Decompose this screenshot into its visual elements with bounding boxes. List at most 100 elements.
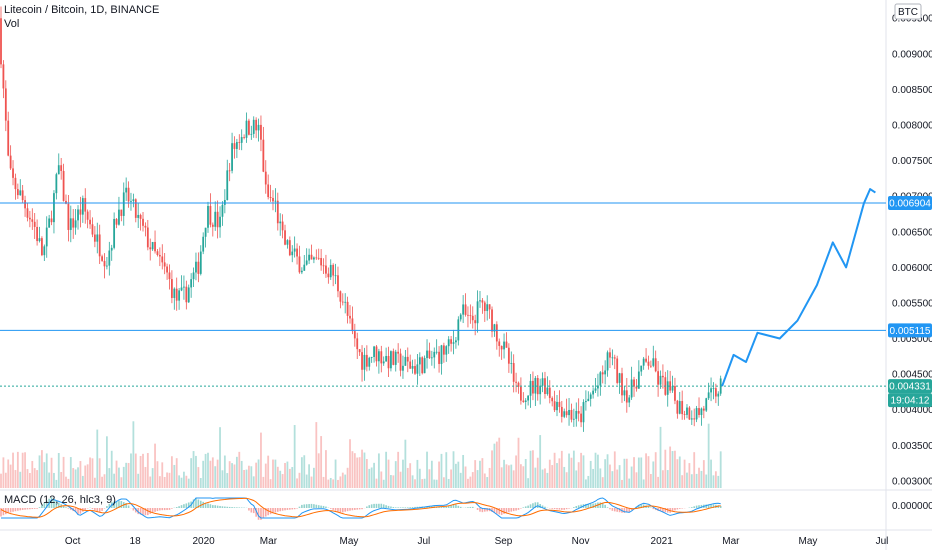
candle-body bbox=[390, 351, 392, 369]
volume-bar bbox=[539, 435, 542, 488]
volume-bar bbox=[669, 446, 672, 488]
candle-body bbox=[154, 241, 156, 252]
volume-bar bbox=[286, 461, 289, 488]
candle-body bbox=[616, 358, 619, 383]
volume-bar bbox=[522, 466, 525, 488]
macd-histogram-bar bbox=[45, 500, 48, 508]
volume-bar bbox=[209, 460, 212, 488]
candle-body bbox=[132, 199, 135, 202]
volume-bar bbox=[115, 460, 118, 488]
macd-histogram-bar bbox=[522, 507, 525, 508]
macd-histogram-bar bbox=[132, 508, 135, 511]
volume-bar bbox=[276, 466, 279, 488]
volume-bar bbox=[197, 467, 200, 488]
candle-body bbox=[43, 246, 46, 256]
volume-bar bbox=[705, 474, 708, 488]
candle-body bbox=[276, 200, 279, 224]
candle-body bbox=[678, 401, 681, 414]
projection-path[interactable] bbox=[721, 188, 876, 387]
candle-body bbox=[397, 351, 400, 354]
volume-bar bbox=[180, 477, 183, 488]
candle-body bbox=[582, 402, 585, 423]
macd-histogram-bar bbox=[618, 508, 621, 513]
candle-body bbox=[332, 264, 335, 276]
candle-body bbox=[714, 388, 717, 397]
volume-bar bbox=[442, 477, 445, 488]
macd-histogram-bar bbox=[481, 508, 484, 513]
candle-body bbox=[635, 386, 638, 389]
macd-histogram-bar bbox=[700, 504, 703, 508]
volume-bar bbox=[84, 465, 87, 488]
candle-body bbox=[363, 354, 366, 370]
volume-bar bbox=[303, 455, 306, 488]
macd-histogram-bar bbox=[5, 508, 7, 515]
macd-histogram-bar bbox=[613, 508, 616, 512]
macd-histogram-bar bbox=[510, 508, 513, 512]
macd-histogram-bar bbox=[457, 505, 460, 508]
price-tick-label: 0.008500 bbox=[892, 85, 932, 96]
macd-histogram-bar bbox=[520, 508, 522, 509]
candle-body bbox=[202, 236, 205, 252]
candle-body bbox=[618, 373, 621, 383]
macd-histogram-bar bbox=[414, 506, 416, 508]
volume-bar bbox=[719, 451, 722, 488]
volume-bar bbox=[421, 479, 424, 488]
macd-histogram-bar bbox=[183, 504, 185, 508]
macd-histogram-bar bbox=[202, 501, 204, 508]
candle-body bbox=[180, 287, 183, 291]
volume-bar bbox=[483, 473, 486, 488]
horizontal-levels[interactable] bbox=[0, 202, 886, 387]
volume-bar bbox=[329, 477, 332, 488]
volume-bar bbox=[428, 469, 431, 488]
macd-histogram-bar bbox=[438, 506, 440, 508]
volume-bar bbox=[110, 450, 113, 488]
volume-bar bbox=[589, 460, 592, 488]
volume-bar bbox=[41, 450, 43, 488]
candle-body bbox=[139, 214, 142, 219]
currency-badge[interactable] bbox=[894, 3, 922, 20]
candle-body bbox=[28, 217, 31, 220]
macd-histogram-bar bbox=[19, 508, 22, 511]
volume-bar bbox=[380, 471, 383, 488]
candle-body bbox=[385, 356, 388, 362]
volume-bar bbox=[440, 453, 443, 488]
macd-histogram-bar bbox=[137, 508, 139, 515]
macd-histogram-bar bbox=[565, 508, 568, 510]
candle-body bbox=[421, 357, 424, 374]
candle-body bbox=[640, 365, 643, 372]
macd-histogram-bar bbox=[690, 507, 693, 508]
macd-histogram-bar bbox=[43, 502, 46, 508]
macd-histogram-bar bbox=[142, 508, 144, 515]
volume-bar bbox=[712, 475, 715, 488]
time-tick-label: Mar bbox=[722, 536, 740, 547]
candle-body bbox=[394, 351, 397, 365]
macd-histogram-bar bbox=[134, 508, 137, 513]
volume-bar bbox=[512, 470, 515, 488]
candle-body bbox=[406, 356, 409, 362]
macd-histogram-bar bbox=[279, 508, 282, 512]
volume-bar bbox=[486, 477, 489, 488]
candle-body bbox=[98, 234, 101, 257]
candle-body bbox=[710, 388, 712, 393]
candle-body bbox=[428, 350, 431, 359]
time-tick-label: Nov bbox=[572, 536, 590, 547]
volume-bar bbox=[255, 462, 258, 488]
candle-body bbox=[695, 408, 698, 420]
projection-line bbox=[721, 188, 876, 387]
candle-body bbox=[339, 291, 342, 302]
candle-body bbox=[245, 120, 248, 138]
macd-histogram-bar bbox=[674, 508, 676, 511]
candle-body bbox=[228, 170, 231, 172]
macd-histogram-bar bbox=[628, 508, 631, 513]
candle-body bbox=[62, 170, 65, 201]
candle-body bbox=[313, 257, 315, 260]
macd-histogram-bar bbox=[9, 508, 12, 513]
volume-bar bbox=[544, 468, 546, 488]
price-axis-ticks: 0.0095000.0090000.0085000.0080000.007500… bbox=[892, 14, 932, 488]
volume-bar bbox=[101, 476, 103, 488]
macd-histogram-bar bbox=[17, 508, 19, 511]
macd-histogram-bar bbox=[272, 508, 274, 514]
macd-histogram-bar bbox=[604, 504, 606, 508]
volume-bar bbox=[363, 452, 366, 488]
